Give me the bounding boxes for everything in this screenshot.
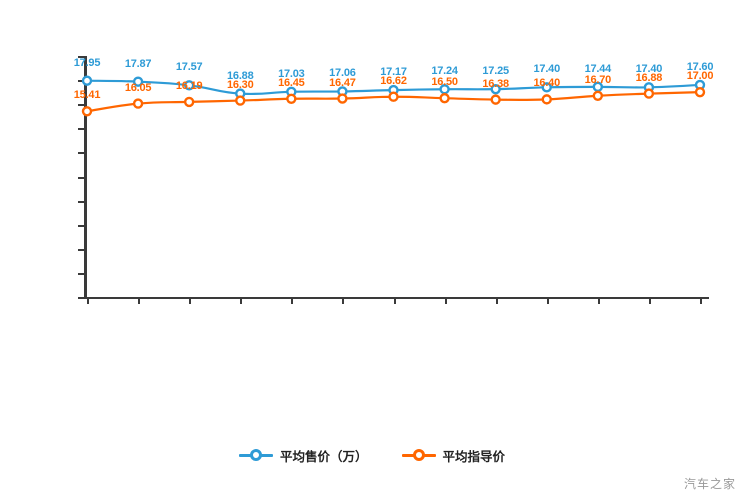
x-axis-tick	[648, 299, 651, 304]
data-point-marker[interactable]	[388, 91, 399, 102]
x-axis-tick	[546, 299, 549, 304]
x-axis-tick	[597, 299, 600, 304]
data-point-marker[interactable]	[183, 80, 195, 91]
data-point-label: 16.70	[584, 73, 612, 86]
data-point-marker[interactable]	[541, 94, 552, 105]
x-axis-tick	[87, 299, 89, 304]
data-point-label: 15.41	[73, 89, 101, 102]
watermark: 汽车之家	[683, 477, 736, 491]
y-axis-tick	[78, 104, 84, 107]
data-point-label: 16.40	[533, 77, 561, 90]
x-axis-tick	[700, 299, 702, 304]
data-point-marker[interactable]	[490, 94, 501, 105]
data-point-marker[interactable]	[132, 76, 144, 87]
data-point-label: 16.47	[329, 76, 356, 89]
y-axis-tick	[78, 80, 84, 83]
data-point-label: 17.25	[482, 65, 509, 78]
legend-item-1[interactable]: 平均指导价	[401, 446, 506, 465]
y-axis-tick	[78, 56, 84, 58]
data-point-label: 16.88	[226, 69, 254, 82]
y-axis-tick	[78, 272, 84, 275]
x-axis	[84, 297, 709, 299]
data-point-label: 17.87	[124, 57, 152, 70]
data-point-marker[interactable]	[541, 82, 552, 93]
y-axis-tick	[78, 224, 84, 227]
data-point-marker[interactable]	[439, 92, 450, 104]
data-point-label: 17.95	[73, 56, 101, 69]
data-point-label: 17.57	[175, 61, 203, 74]
x-axis-tick	[240, 299, 243, 304]
x-axis-tick	[495, 299, 498, 304]
data-point-marker[interactable]	[81, 106, 93, 117]
y-axis-tick	[78, 297, 84, 299]
data-point-marker[interactable]	[81, 75, 93, 86]
data-point-label: 17.60	[686, 60, 714, 73]
y-axis-tick	[78, 128, 84, 131]
y-axis-tick	[78, 200, 84, 203]
x-axis-tick	[189, 299, 192, 304]
data-point-label: 16.05	[124, 81, 152, 94]
data-point-label: 17.40	[635, 63, 663, 76]
x-axis-tick	[444, 299, 447, 304]
data-point-marker[interactable]	[337, 93, 348, 104]
data-point-label: 17.03	[278, 67, 305, 80]
legend-item-0[interactable]: 平均售价（万）	[238, 446, 368, 465]
y-axis-tick	[78, 152, 84, 155]
data-point-label: 17.40	[533, 63, 561, 76]
data-point-marker[interactable]	[132, 98, 144, 109]
x-axis-tick	[393, 299, 396, 304]
x-axis-tick	[291, 299, 294, 304]
data-point-marker[interactable]	[592, 90, 604, 101]
x-axis-tick	[342, 299, 345, 304]
data-point-label: 16.50	[431, 76, 458, 89]
data-point-label: 16.30	[226, 78, 254, 91]
data-point-label: 17.24	[431, 65, 458, 78]
data-point-label: 17.00	[686, 70, 714, 83]
data-point-label: 16.19	[175, 79, 203, 92]
data-point-label: 16.45	[278, 76, 305, 89]
legend-marker-circle-icon	[401, 448, 436, 462]
data-point-marker[interactable]	[286, 93, 297, 104]
data-point-label: 17.17	[380, 66, 407, 79]
data-point-marker[interactable]	[183, 96, 195, 108]
data-point-label: 16.88	[635, 71, 663, 84]
data-point-marker[interactable]	[694, 86, 706, 98]
data-point-label: 16.62	[380, 74, 407, 87]
data-point-label: 16.38	[482, 77, 509, 90]
x-axis-tick	[138, 299, 141, 304]
data-point-label: 17.44	[584, 62, 612, 75]
legend-marker-circle-icon	[238, 448, 273, 462]
legend-label: 平均指导价	[442, 449, 506, 464]
chart-legend: 平均售价（万） 平均指导价	[0, 440, 744, 470]
y-axis-tick	[78, 248, 84, 251]
y-axis-tick	[78, 176, 84, 179]
data-point-label: 17.06	[329, 67, 356, 80]
data-point-marker[interactable]	[235, 95, 246, 106]
data-point-marker[interactable]	[490, 83, 501, 95]
y-axis	[84, 56, 87, 299]
data-point-marker[interactable]	[643, 88, 655, 99]
legend-label: 平均售价（万）	[279, 449, 368, 464]
